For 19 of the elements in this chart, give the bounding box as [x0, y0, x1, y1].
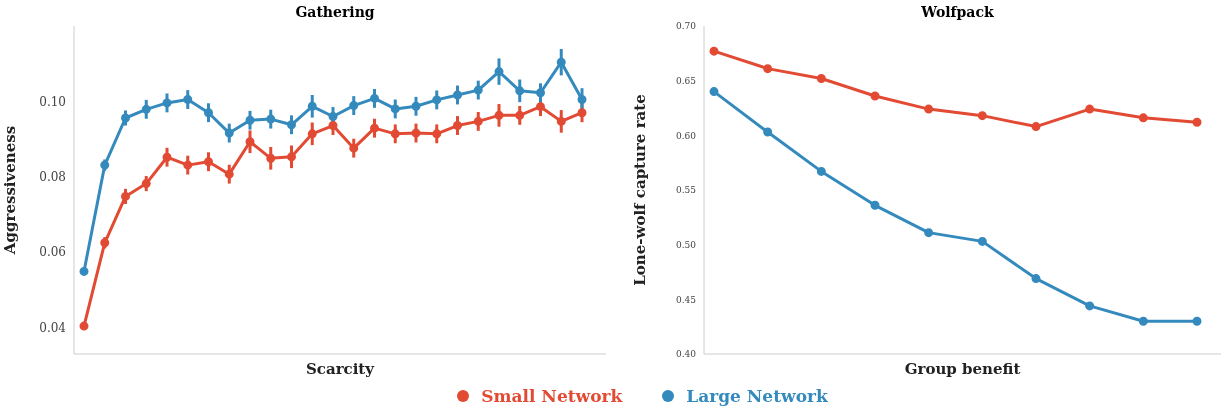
y-tick-label: 0.06 — [39, 245, 66, 260]
y-axis-title: Aggressiveness — [1, 125, 20, 256]
y-tick-label: 0.40 — [675, 349, 697, 360]
y-tick-label: 0.45 — [675, 294, 697, 305]
chart-title: Gathering — [294, 4, 376, 22]
legend-label: Small Network — [481, 386, 623, 406]
y-tick-label: 0.08 — [39, 170, 66, 185]
y-tick-label: 0.04 — [39, 320, 67, 335]
chart-title: Wolfpack — [920, 4, 995, 22]
y-tick-label: 0.70 — [675, 21, 697, 32]
legend-label: Large Network — [686, 386, 828, 406]
y-tick-label: 0.65 — [675, 75, 697, 86]
y-tick-label: 0.55 — [675, 185, 697, 196]
y-tick-label: 0.60 — [675, 130, 697, 141]
y-tick-label: 0.50 — [675, 239, 697, 250]
y-tick-label: 0.10 — [39, 94, 66, 109]
x-axis-title: Scarcity — [305, 360, 376, 378]
y-axis-title: Lone-wolf capture rate — [631, 94, 650, 286]
x-axis-title: Group benefit — [904, 360, 1021, 378]
